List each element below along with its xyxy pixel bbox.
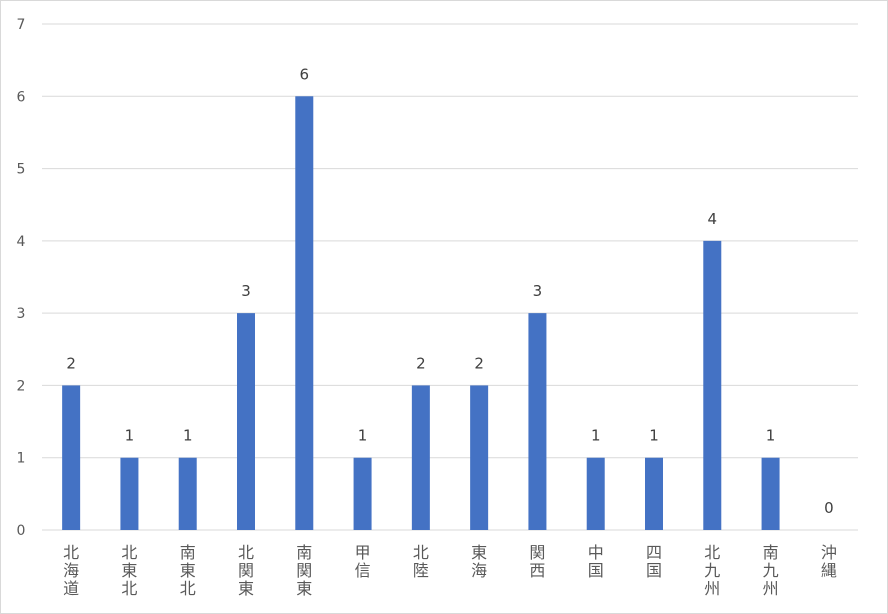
bars bbox=[62, 96, 780, 531]
bar bbox=[237, 313, 255, 530]
data-label: 1 bbox=[183, 427, 193, 445]
category-label: 北東北 bbox=[121, 543, 137, 598]
data-label: 1 bbox=[766, 427, 776, 445]
y-axis-ticks: 0 1 2 3 4 5 6 7 bbox=[17, 17, 26, 539]
bar bbox=[353, 457, 372, 530]
bar bbox=[62, 385, 81, 530]
data-label: 1 bbox=[358, 427, 368, 445]
bar bbox=[120, 457, 139, 530]
category-label: 四国 bbox=[646, 543, 662, 580]
y-tick-label: 2 bbox=[17, 378, 26, 394]
y-tick-label: 7 bbox=[17, 17, 26, 33]
data-label: 4 bbox=[708, 210, 718, 228]
bar bbox=[470, 385, 489, 530]
bar bbox=[703, 240, 722, 530]
category-label: 東海 bbox=[471, 543, 487, 580]
category-label: 北九州 bbox=[704, 543, 720, 598]
category-label: 南関東 bbox=[296, 543, 312, 598]
data-label: 2 bbox=[66, 354, 76, 372]
data-label: 2 bbox=[474, 354, 484, 372]
y-tick-label: 5 bbox=[17, 162, 26, 178]
y-tick-label: 1 bbox=[17, 451, 26, 467]
category-label: 沖縄 bbox=[821, 543, 837, 580]
bar bbox=[761, 457, 780, 530]
data-labels: 2 1 1 3 6 1 2 2 3 1 1 4 1 0 bbox=[66, 65, 833, 517]
y-tick-label: 6 bbox=[17, 89, 26, 105]
bar bbox=[645, 457, 663, 530]
data-label: 6 bbox=[300, 65, 310, 83]
data-label: 2 bbox=[416, 354, 426, 372]
y-tick-label: 3 bbox=[17, 306, 26, 322]
y-tick-label: 0 bbox=[17, 523, 26, 539]
bar bbox=[586, 457, 605, 530]
data-label: 1 bbox=[649, 427, 659, 445]
bar bbox=[295, 96, 314, 531]
category-label: 関西 bbox=[529, 543, 545, 580]
data-label: 1 bbox=[591, 427, 601, 445]
category-label: 中国 bbox=[588, 543, 604, 580]
data-label: 3 bbox=[533, 282, 543, 300]
category-label: 北陸 bbox=[413, 543, 429, 580]
data-label: 0 bbox=[824, 499, 834, 517]
category-labels: 北海道 北東北 南東北 北関東 南関東 甲信 北陸 東海 関西 中国 四国 北九州 南九州 沖縄 bbox=[63, 543, 837, 598]
category-label: 北関東 bbox=[238, 543, 254, 598]
category-label: 甲信 bbox=[355, 543, 371, 580]
y-tick-label: 4 bbox=[17, 234, 26, 250]
category-label: 南九州 bbox=[763, 543, 779, 598]
category-label: 南東北 bbox=[180, 543, 196, 598]
bar bbox=[178, 457, 197, 530]
bar bbox=[528, 313, 547, 530]
data-label: 1 bbox=[125, 427, 135, 445]
data-label: 3 bbox=[241, 282, 251, 300]
gridlines bbox=[42, 23, 858, 531]
category-label: 北海道 bbox=[63, 543, 79, 598]
bar bbox=[411, 385, 430, 530]
